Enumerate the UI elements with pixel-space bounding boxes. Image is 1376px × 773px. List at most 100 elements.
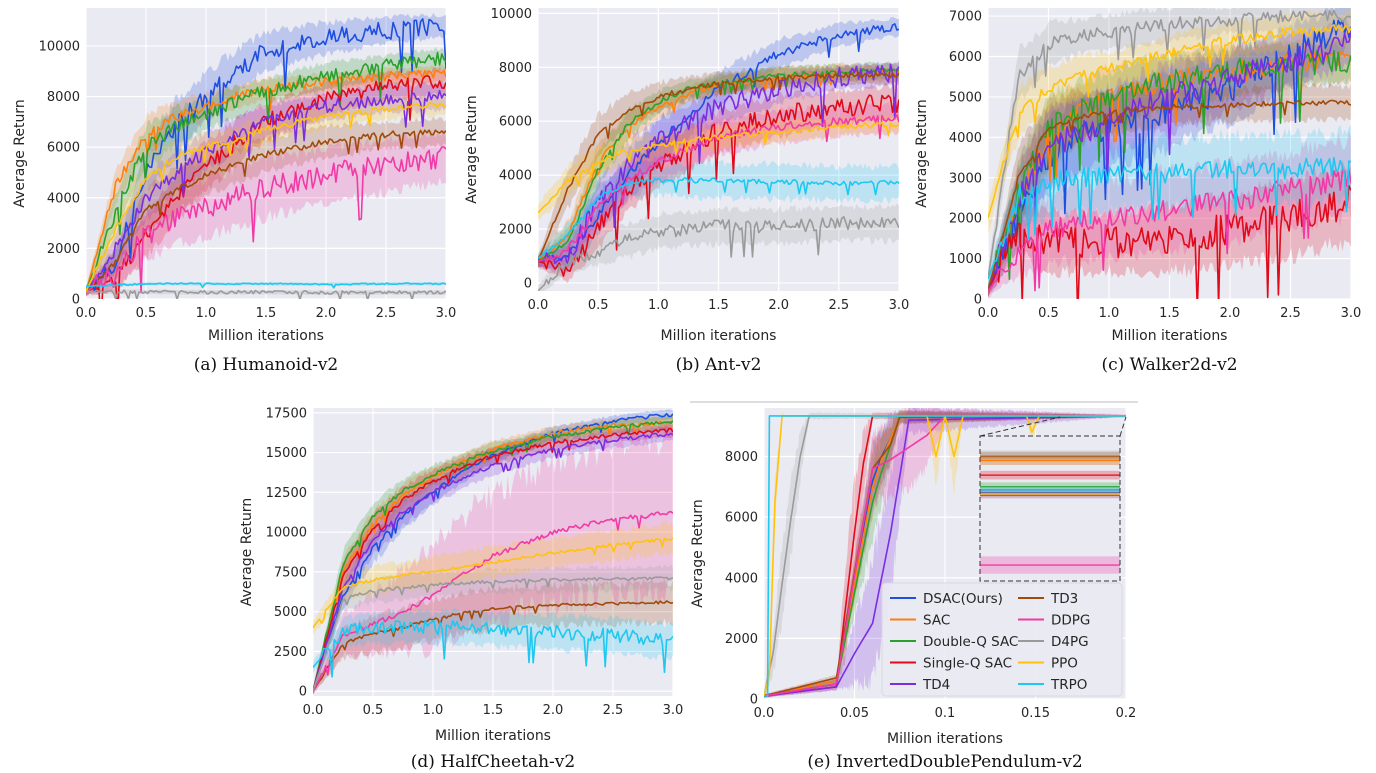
x-tick-label: 2.0 <box>1220 306 1241 321</box>
band-d4pg <box>764 412 1126 698</box>
band-td3 <box>538 64 899 268</box>
y-tick-label: 12500 <box>266 486 307 501</box>
x-tick-label: 0.0 <box>754 706 775 721</box>
band-dqsac <box>86 46 446 295</box>
x-tick-label: 2.5 <box>1280 306 1301 321</box>
series-line-ppo <box>988 24 1351 219</box>
x-axis-label: Million iterations <box>661 328 777 344</box>
x-tick-label: 2.0 <box>543 703 564 718</box>
band-sqsac <box>764 412 1126 698</box>
y-tick-label: 10000 <box>491 7 532 22</box>
series-line-ppo <box>86 102 446 292</box>
x-tick-label: 1.5 <box>1159 306 1180 321</box>
series-line-ddpg <box>988 169 1351 292</box>
x-tick-label: 1.5 <box>708 298 729 313</box>
y-axis-label: Average Return <box>690 499 706 607</box>
inset-frame <box>979 435 1121 582</box>
series-line-ddpg <box>538 114 899 263</box>
y-tick-label: 4000 <box>47 191 80 206</box>
y-tick-label: 5000 <box>949 90 982 105</box>
band-trpo <box>538 159 899 264</box>
y-tick-label: 15000 <box>266 446 307 461</box>
subfigure-caption: (c) Walker2d-v2 <box>1101 355 1237 375</box>
x-tick-label: 0.5 <box>363 703 384 718</box>
series-line-d4pg <box>313 576 673 692</box>
y-tick-label: 1000 <box>949 252 982 267</box>
series-line-td3 <box>313 600 673 692</box>
y-tick-label: 0 <box>524 276 532 291</box>
legend-frame <box>881 582 1123 697</box>
y-tick-label: 4000 <box>725 571 758 586</box>
x-tick-label: 2.5 <box>828 298 849 313</box>
x-tick-label: 1.0 <box>648 298 669 313</box>
series-line-trpo <box>764 415 1126 697</box>
band-td3 <box>313 579 673 695</box>
legend-label-td4: TD4 <box>922 677 950 693</box>
line-layer <box>86 18 446 299</box>
y-tick-label: 10000 <box>266 526 307 541</box>
legend-label-ppo: PPO <box>1051 656 1078 672</box>
series-line-ddpg <box>86 146 446 294</box>
band-layer <box>764 408 1126 698</box>
chart-panel-c: 0.0 0.5 1.0 1.5 2.0 2.5 3.0 0 1000 2000 3000 4000 50… <box>914 8 1362 375</box>
series-line-trpo <box>313 619 673 678</box>
legend-label-td3: TD3 <box>1050 591 1078 607</box>
band-trpo <box>988 124 1351 286</box>
series-layer <box>86 12 446 299</box>
x-tick-label: 1.0 <box>423 703 444 718</box>
x-axis-label: Million iterations <box>435 728 551 744</box>
y-tick-label: 0 <box>299 685 307 700</box>
y-tick-label: 4000 <box>499 169 532 184</box>
x-tick-label: 2.5 <box>603 703 624 718</box>
band-dqsac <box>313 414 673 695</box>
band-dqsac <box>988 35 1351 299</box>
series-line-sqsac <box>988 185 1351 299</box>
x-tick-label: 2.0 <box>768 298 789 313</box>
y-tick-label: 3000 <box>949 171 982 186</box>
band-d4pg <box>313 564 673 695</box>
x-tick-label: 3.0 <box>663 703 684 718</box>
x-tick-label: 0.0 <box>303 703 324 718</box>
y-tick-label: 6000 <box>949 50 982 65</box>
band-sqsac <box>86 66 446 296</box>
series-line-dqsac <box>86 51 446 292</box>
legend-label-d4pg: D4PG <box>1051 634 1089 650</box>
y-tick-label: 8000 <box>725 450 758 465</box>
y-tick-label: 2000 <box>47 242 80 257</box>
x-tick-label: 3.0 <box>436 306 457 321</box>
subfigure-caption: (d) HalfCheetah-v2 <box>411 752 575 772</box>
x-tick-label: 0.5 <box>588 298 609 313</box>
subfigure-caption: (a) Humanoid-v2 <box>194 355 339 375</box>
legend-label-ddpg: DDPG <box>1051 613 1090 629</box>
legend-label-sqsac: Single-Q SAC <box>923 656 1012 672</box>
zoom-inset <box>979 416 1127 582</box>
x-tick-label: 3.0 <box>1341 306 1362 321</box>
y-tick-label: 7000 <box>949 10 982 25</box>
y-tick-label: 10000 <box>39 39 80 54</box>
y-tick-label: 6000 <box>499 115 532 130</box>
series-line-td3 <box>988 99 1351 292</box>
line-layer <box>764 415 1126 697</box>
series-line-td3 <box>86 129 446 292</box>
band-sac <box>86 64 446 295</box>
band-ppo <box>988 8 1351 234</box>
series-line-ppo <box>538 121 899 214</box>
y-axis-label: Average Return <box>464 95 480 203</box>
subfigure-caption: (e) InvertedDoublePendulum-v2 <box>807 752 1082 772</box>
legend-label-sac: SAC <box>923 613 950 629</box>
series-layer <box>764 408 1126 698</box>
series-line-trpo <box>538 177 899 260</box>
x-tick-label: 0.15 <box>1021 706 1050 721</box>
x-tick-label: 0.5 <box>136 306 157 321</box>
line-layer <box>988 9 1351 299</box>
series-line-d4pg <box>86 289 446 299</box>
y-tick-label: 8000 <box>499 61 532 76</box>
legend-label-trpo: TRPO <box>1050 677 1087 693</box>
x-tick-label: 0.0 <box>76 306 97 321</box>
y-tick-label: 6000 <box>47 141 80 156</box>
y-tick-label: 6000 <box>725 511 758 526</box>
y-axis-label: Average Return <box>12 99 28 207</box>
y-tick-label: 5000 <box>274 605 307 620</box>
x-tick-label: 2.0 <box>316 306 337 321</box>
chart-panel-a: 0.0 0.5 1.0 1.5 2.0 2.5 3.0 0 2000 4000 6000 8000 10… <box>12 8 456 375</box>
